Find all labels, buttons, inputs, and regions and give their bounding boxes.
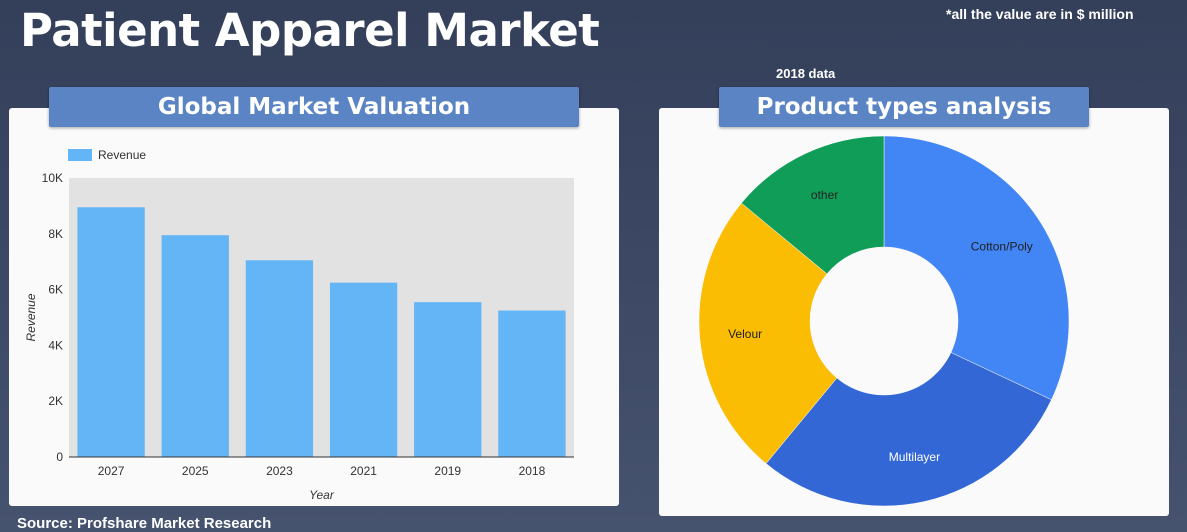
x-tick-label: 2018 (519, 464, 546, 478)
market-valuation-header: Global Market Valuation (49, 87, 579, 127)
x-tick-label: 2021 (350, 464, 377, 478)
slice-other[interactable] (741, 135, 885, 275)
slice-multilayer[interactable] (765, 352, 1052, 507)
slice-label-velour: Velour (728, 327, 762, 341)
slice-label-cotton-poly: Cotton/Poly (971, 239, 1033, 253)
x-tick-label: 2027 (98, 464, 125, 478)
product-types-card: Cotton/Poly Multilayer Velour other (659, 108, 1169, 516)
slice-velour[interactable] (698, 202, 838, 464)
y-tick-label: 0 (56, 450, 63, 464)
donut-chart: Cotton/Poly Multilayer Velour other (698, 135, 1070, 507)
page-title: Patient Apparel Market (20, 4, 600, 57)
bar-2021[interactable] (329, 282, 398, 457)
slice-cotton-poly[interactable] (883, 135, 1070, 401)
y-axis-title: Revenue (24, 293, 38, 341)
bar-2019[interactable] (414, 302, 482, 457)
plot-background (69, 178, 574, 457)
y-tick-label: 10K (42, 171, 63, 185)
slice-label-multilayer: Multilayer (889, 450, 940, 464)
units-note: *all the value are in $ million (946, 6, 1134, 22)
bar-chart: 0 2K 4K 6K 8K 10K 2027 2025 2023 2021 2019 2018 Year… (24, 148, 574, 502)
x-tick-label: 2023 (266, 464, 293, 478)
legend-swatch-revenue (68, 149, 92, 161)
legend-label-revenue: Revenue (98, 148, 146, 162)
y-tick-label: 6K (48, 283, 63, 297)
bar-2023[interactable] (245, 260, 314, 457)
date-note: 2018 data (776, 66, 836, 81)
y-tick-label: 4K (48, 338, 63, 352)
source-text: Source: Profshare Market Research (17, 515, 272, 532)
slice-label-other: other (811, 188, 838, 202)
x-tick-label: 2025 (182, 464, 209, 478)
bar-2027[interactable] (77, 207, 145, 457)
y-tick-label: 8K (48, 227, 63, 241)
market-valuation-card: 0 2K 4K 6K 8K 10K 2027 2025 2023 2021 2019 2018 Year… (9, 108, 619, 506)
bar-2018[interactable] (498, 310, 566, 457)
product-types-header: Product types analysis (719, 87, 1089, 127)
y-tick-label: 2K (48, 394, 63, 408)
x-tick-label: 2019 (434, 464, 461, 478)
bar-2025[interactable] (161, 235, 229, 457)
x-axis-title: Year (309, 488, 335, 502)
